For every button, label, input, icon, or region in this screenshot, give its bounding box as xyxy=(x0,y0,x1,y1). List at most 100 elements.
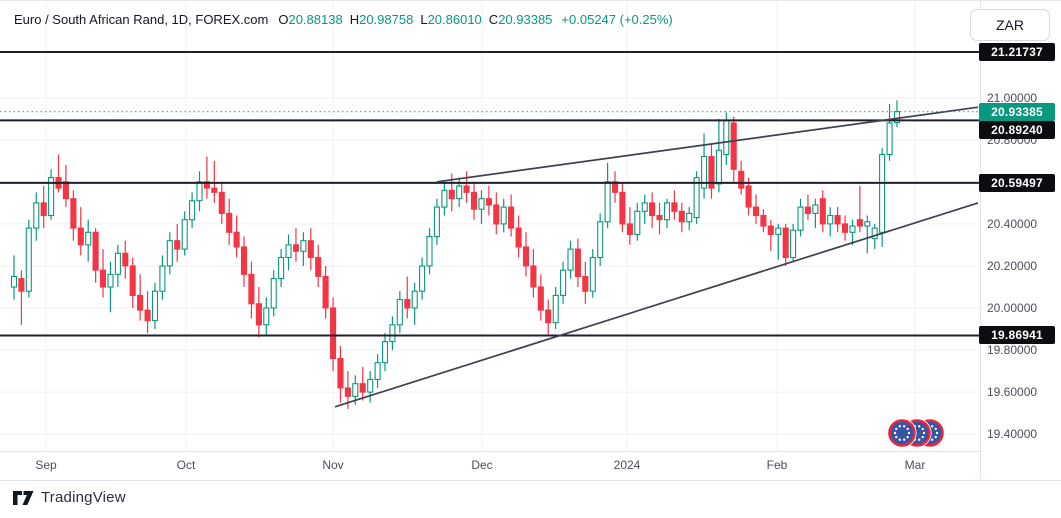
time-axis[interactable]: Sep Oct Nov Dec 2024 Feb Mar xyxy=(0,451,1061,481)
candle-body xyxy=(886,122,893,156)
candle-up xyxy=(278,249,285,287)
candle-body xyxy=(619,191,626,225)
candle-down xyxy=(463,171,470,203)
candle-down xyxy=(530,249,537,298)
candle-body xyxy=(493,204,500,225)
candle-down xyxy=(619,181,626,233)
symbol-pair-logo-icon xyxy=(887,418,944,448)
candle-down xyxy=(582,261,589,304)
candlestick-chart[interactable] xyxy=(0,1,1061,479)
open-value: O20.88138 xyxy=(278,12,343,27)
candle-body xyxy=(812,204,819,214)
symbol-title[interactable]: Euro / South African Rand, 1D, FOREX.com xyxy=(14,12,269,27)
candle-down xyxy=(62,165,69,208)
candle-up xyxy=(775,223,782,260)
candle-up xyxy=(196,171,203,212)
candle-down xyxy=(752,194,760,224)
candle-body xyxy=(693,177,700,219)
candle-up xyxy=(411,282,418,325)
candle-body xyxy=(48,177,55,217)
candle-body xyxy=(752,206,760,217)
y-axis-tick-label: 19.60000 xyxy=(987,385,1038,399)
candle-down xyxy=(522,232,530,277)
tradingview-brand-text: TradingView xyxy=(41,489,126,506)
candle-down xyxy=(129,257,136,308)
candle-body xyxy=(122,252,129,267)
candle-down xyxy=(574,238,581,287)
candle-body xyxy=(330,307,337,360)
chart-legend: Euro / South African Rand, 1D, FOREX.com… xyxy=(14,12,673,27)
candle-up xyxy=(48,169,55,220)
candle-down xyxy=(545,299,552,336)
candle-down xyxy=(626,207,633,245)
candle-down xyxy=(804,194,811,220)
candle-up xyxy=(663,198,671,229)
candle-body xyxy=(196,181,203,202)
candle-body xyxy=(500,206,507,225)
eu-star-dot-icon xyxy=(895,435,898,439)
candle-body xyxy=(263,307,270,326)
candle-up xyxy=(604,162,611,229)
candle-down xyxy=(738,160,745,195)
candle-body xyxy=(715,149,722,185)
candle-down xyxy=(77,207,84,256)
candle-down xyxy=(678,202,685,233)
candle-body xyxy=(159,265,166,292)
price-axis[interactable]: 21.0000020.8000020.6000020.4000020.20000… xyxy=(979,1,1061,479)
candle-body xyxy=(782,227,789,259)
candle-body xyxy=(352,383,359,397)
candle-body xyxy=(567,248,574,271)
eu-star-dot-icon xyxy=(934,427,937,431)
eu-star-dot-icon xyxy=(918,425,921,428)
candle-body xyxy=(129,265,136,296)
candle-down xyxy=(226,198,233,245)
candle-down xyxy=(92,228,99,283)
eu-star-dot-icon xyxy=(906,427,909,431)
candle-body xyxy=(374,362,381,381)
candle-body xyxy=(300,240,307,252)
currency-zar-button[interactable]: ZAR xyxy=(970,9,1050,41)
candle-down xyxy=(649,192,656,229)
eu-star-dot-icon xyxy=(906,435,909,439)
candle-down xyxy=(211,160,218,203)
candle-up xyxy=(285,234,292,271)
candle-body xyxy=(151,290,159,322)
candle-body xyxy=(478,198,485,210)
candle-up xyxy=(151,282,159,329)
tradingview-attribution[interactable]: TradingView xyxy=(13,489,126,506)
price-level-lines xyxy=(0,51,980,337)
candle-body xyxy=(233,231,240,248)
candle-down xyxy=(144,291,151,334)
candle-body xyxy=(107,273,114,288)
candle-down xyxy=(493,192,500,235)
candle-down xyxy=(841,215,849,241)
candles-series xyxy=(10,100,901,409)
candle-body xyxy=(841,223,849,233)
x-axis-tick-label: Dec xyxy=(471,458,493,472)
candle-body xyxy=(530,265,537,288)
candle-body xyxy=(760,214,767,227)
trendline[interactable] xyxy=(334,202,979,408)
candle-up xyxy=(893,100,901,128)
candle-body xyxy=(248,273,255,305)
candle-down xyxy=(537,274,544,321)
candle-up xyxy=(589,249,596,298)
candle-down xyxy=(18,270,25,325)
trendline[interactable] xyxy=(436,106,979,183)
candle-up xyxy=(500,198,507,233)
candle-down xyxy=(508,194,515,237)
candle-up xyxy=(634,202,641,241)
candle-up xyxy=(812,198,819,229)
candle-up xyxy=(107,261,114,313)
candle-down xyxy=(856,186,863,233)
candle-down xyxy=(330,297,337,372)
candle-body xyxy=(871,227,878,240)
candle-down xyxy=(708,144,715,199)
candle-up xyxy=(381,333,389,372)
candle-body xyxy=(701,156,708,189)
x-axis-tick-label: Oct xyxy=(176,458,196,472)
candle-up xyxy=(641,194,648,224)
candle-body xyxy=(508,206,515,229)
eu-star-dot-icon xyxy=(934,435,937,439)
candle-up xyxy=(693,171,700,224)
